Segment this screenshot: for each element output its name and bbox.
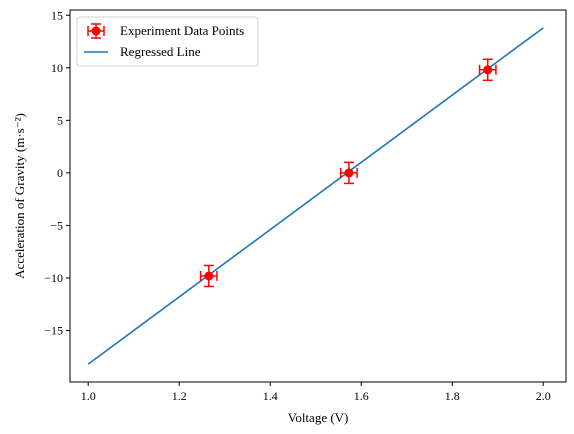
plot-frame xyxy=(69,9,567,383)
data-point xyxy=(478,58,497,82)
x-tick-label: 1.2 xyxy=(172,389,187,403)
x-tick-label: 1.0 xyxy=(81,389,96,403)
y-tick-label: 5 xyxy=(57,113,63,127)
y-tick-label: 15 xyxy=(51,8,63,22)
data-points-layer xyxy=(199,58,497,288)
regression-line-layer xyxy=(87,27,544,365)
y-tick-label: 10 xyxy=(51,61,63,75)
x-tick-label: 1.8 xyxy=(445,389,460,403)
regression-line xyxy=(87,27,544,365)
x-tick-label: 2.0 xyxy=(536,389,551,403)
x-tick-label: 1.6 xyxy=(354,389,369,403)
data-point-marker xyxy=(483,65,493,75)
legend-label-regression: Regressed Line xyxy=(120,44,201,59)
data-point-marker xyxy=(204,271,214,281)
legend-symbol-marker xyxy=(91,26,101,36)
legend-label-experiment: Experiment Data Points xyxy=(120,23,244,38)
x-axis: 1.0 1.2 1.4 1.6 1.8 2.0 xyxy=(81,382,551,403)
y-axis-title: Acceleration of Gravity (m·s⁻²) xyxy=(12,113,27,279)
legend: Experiment Data Points Regressed Line xyxy=(76,16,259,67)
y-axis: −15 −10 −5 0 5 10 15 xyxy=(44,8,70,338)
x-tick-label: 1.4 xyxy=(263,389,278,403)
data-point xyxy=(340,161,358,185)
data-point-marker xyxy=(344,168,354,178)
y-tick-label: −5 xyxy=(50,218,63,232)
data-point xyxy=(199,264,218,288)
y-tick-label: −15 xyxy=(44,324,63,338)
y-tick-label: 0 xyxy=(57,166,63,180)
x-axis-title: Voltage (V) xyxy=(288,410,349,425)
legend-box xyxy=(76,16,259,67)
y-tick-label: −10 xyxy=(44,271,63,285)
